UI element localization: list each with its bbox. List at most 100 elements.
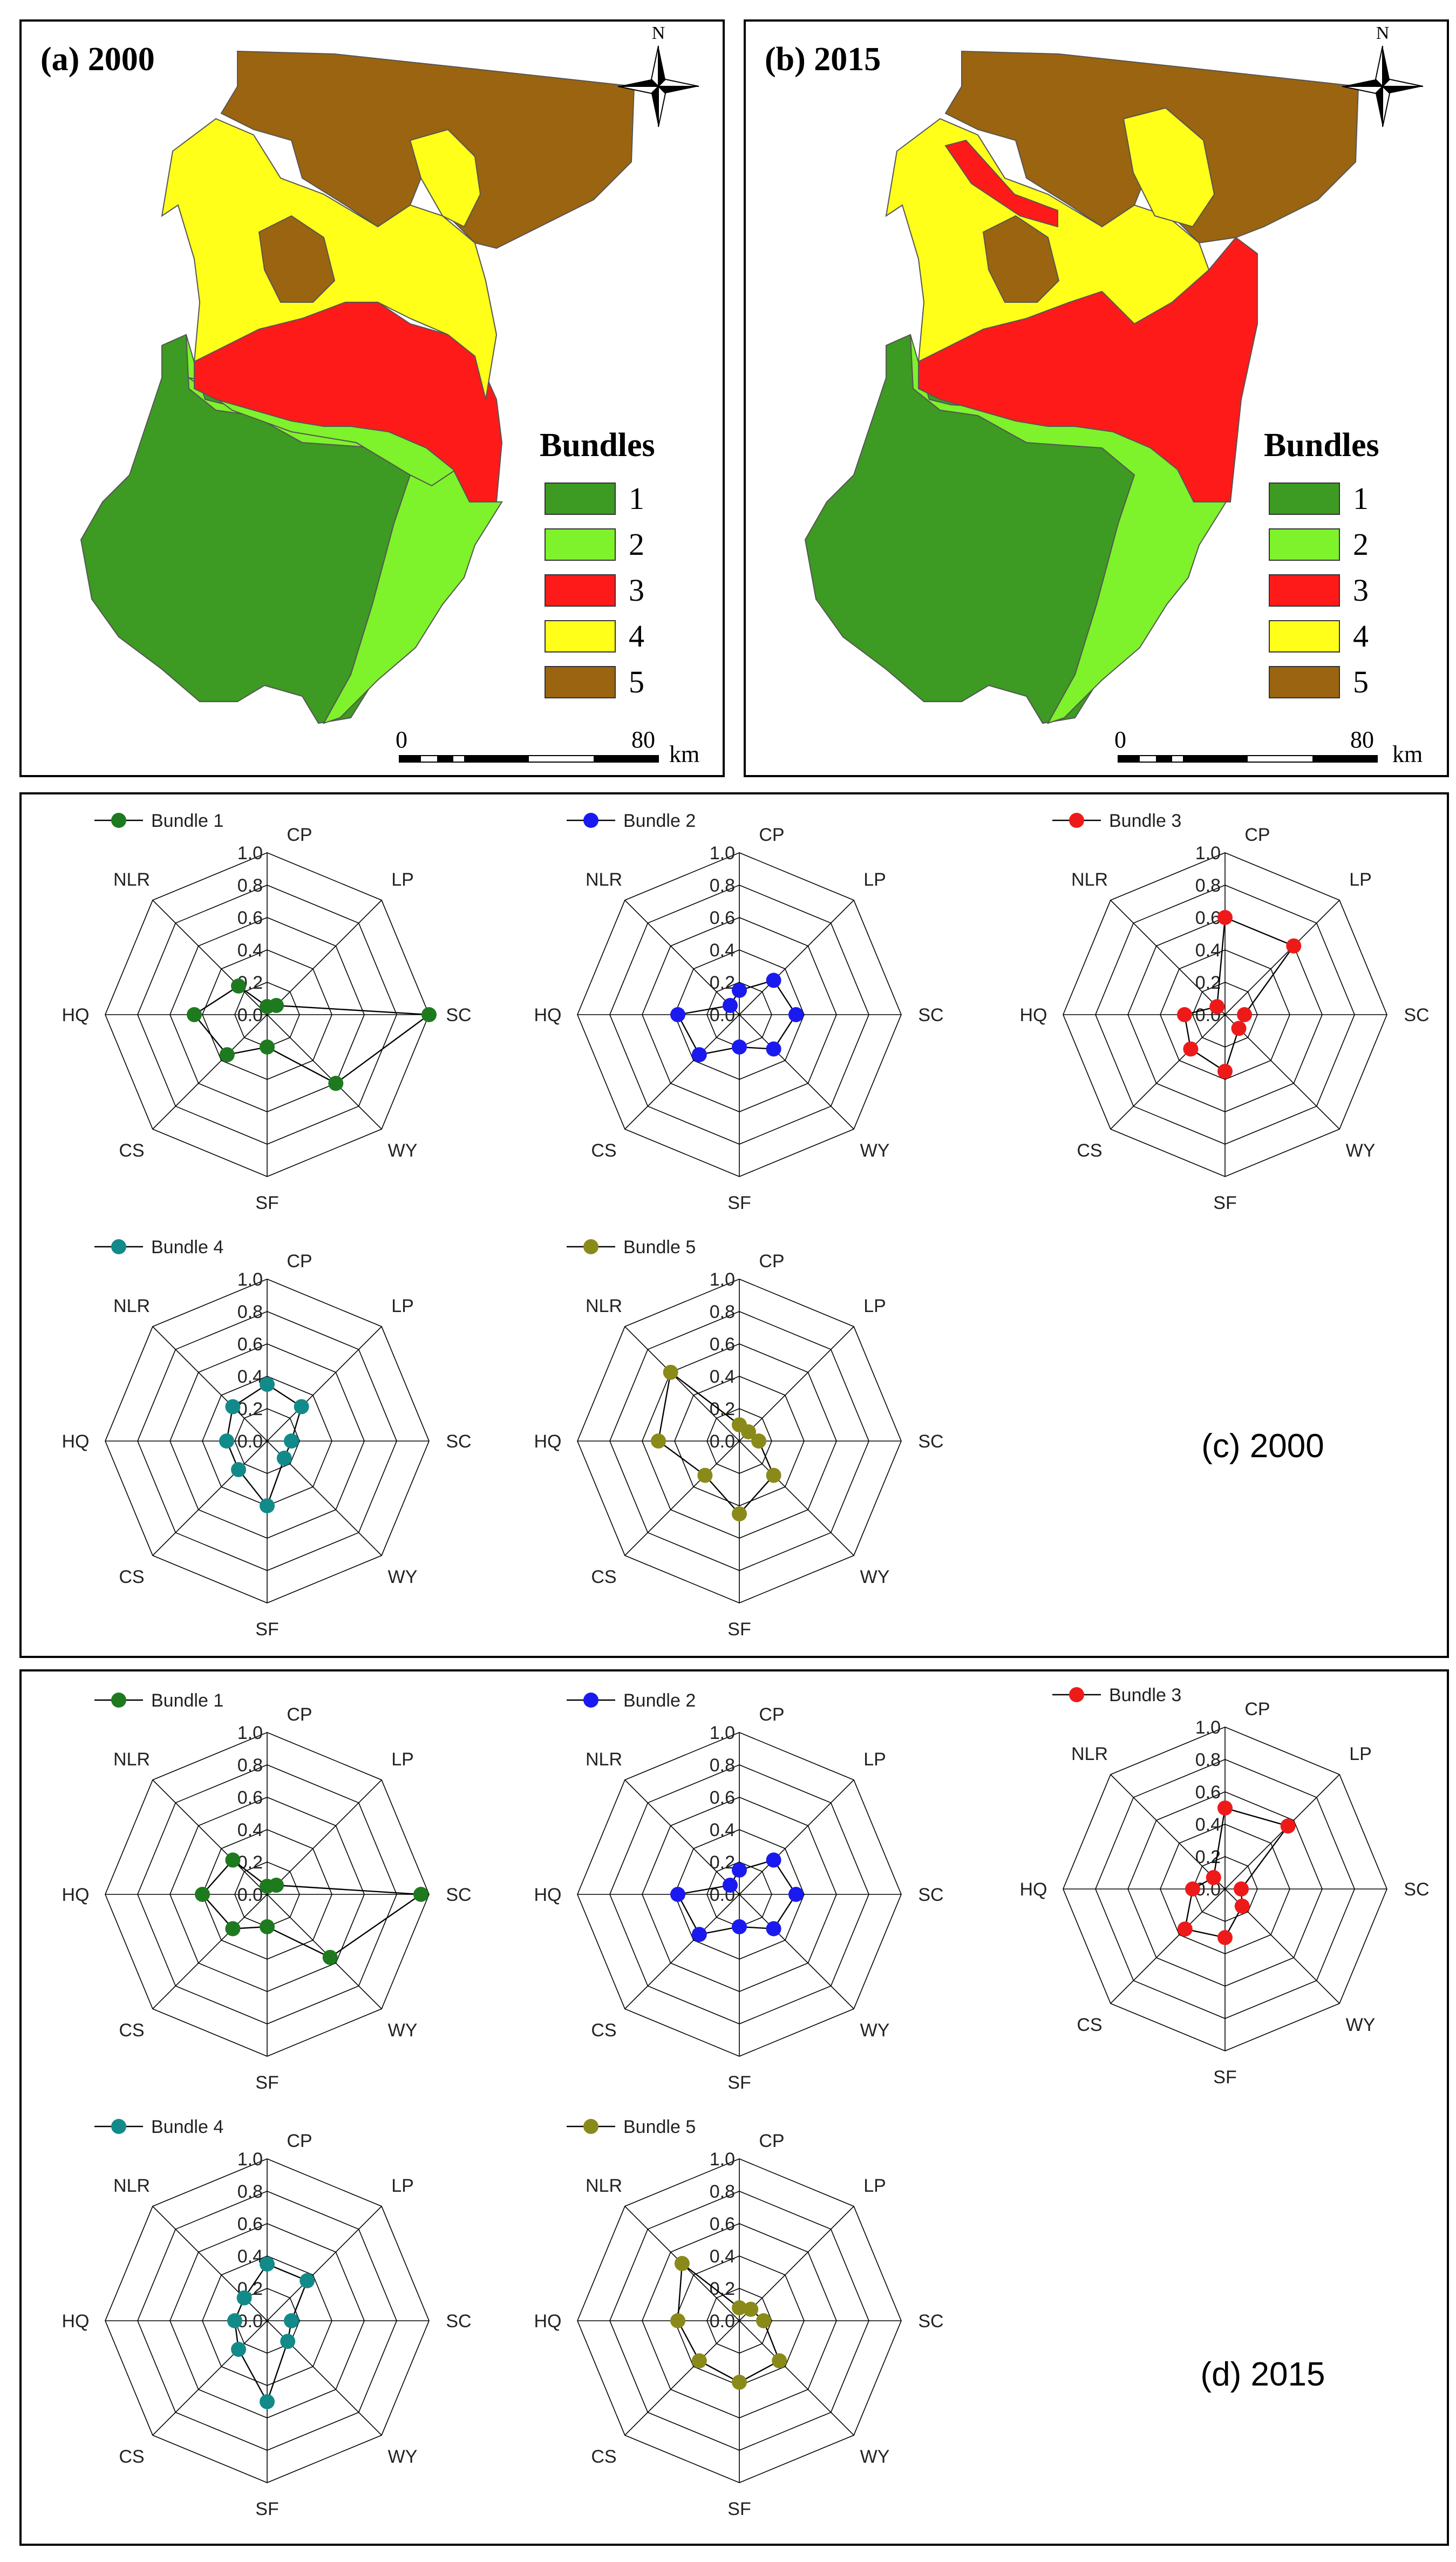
legend-swatch-5 <box>1269 666 1340 698</box>
radar-spoke <box>152 900 268 1015</box>
radar-point-sf <box>732 2375 747 2390</box>
radar-spoke <box>267 1894 382 2009</box>
radar-tick-label: 0.4 <box>237 1367 263 1387</box>
legend-swatch-4 <box>1269 620 1340 653</box>
region-bundle-4-inner <box>1122 107 1215 228</box>
radar-legend-label: Bundle 5 <box>623 2117 696 2137</box>
radar-point-nlr <box>723 1878 738 1893</box>
radar-axis-label-sf: SF <box>727 1193 751 1213</box>
radar-point-lp <box>269 1878 284 1893</box>
radar-axis-label-lp: LP <box>863 869 886 890</box>
radar-axis-label-lp: LP <box>1349 869 1372 890</box>
radar-tick-label: 1.0 <box>237 1269 263 1290</box>
radar-point-sc <box>751 1433 766 1449</box>
region-bundle-5-inner <box>982 215 1060 303</box>
radar-point-cs <box>231 2342 246 2357</box>
radar-point-nlr <box>236 2290 252 2306</box>
radar-point-lp <box>741 1424 756 1439</box>
radar-legend-marker <box>111 813 126 828</box>
legend-label-4: 4 <box>1353 619 1369 654</box>
radar-axis-label-wy: WY <box>388 1567 418 1587</box>
radar-tick-label: 0.8 <box>710 875 735 896</box>
radar-tick-label: 0.6 <box>1195 908 1221 928</box>
radar-chart-bundle-5-2000: CP LP SC WY SF CS HQ NLR 0.0 0.2 0.4 0.6 0.8 1.0 Bundl… <box>534 1237 944 1640</box>
radar-spoke <box>624 1440 740 1556</box>
radar-frame-2000 <box>19 792 1449 1658</box>
radar-tick-label: 0.2 <box>237 1852 263 1873</box>
legend-label-2: 2 <box>629 527 644 562</box>
radar-legend-marker <box>583 1239 598 1254</box>
radar-series-line <box>193 985 431 1084</box>
radar-axis-label-cp: CP <box>287 1251 312 1272</box>
legend-swatch-2 <box>1269 528 1340 561</box>
radar-point-wy <box>1231 1021 1247 1036</box>
radar-point-hq <box>227 2313 242 2328</box>
legend-title: Bundles <box>540 427 655 464</box>
radar-axis-label-sc: SC <box>918 1885 943 1905</box>
radar-spoke <box>624 1894 740 2009</box>
radar-spoke <box>152 2320 268 2436</box>
radar-axis-label-sf: SF <box>1213 2067 1236 2088</box>
radar-point-cs <box>219 1047 235 1063</box>
radar-point-wy <box>766 1921 781 1936</box>
radar-axis-label-cs: CS <box>119 1140 144 1161</box>
radar-axis-label-cp: CP <box>1244 825 1270 845</box>
radar-axis-label-cs: CS <box>591 2447 616 2467</box>
radar-spoke <box>1224 900 1340 1015</box>
radar-point-sf <box>260 1498 275 1513</box>
radar-point-sf <box>732 1039 747 1055</box>
radar-spoke <box>1110 1014 1226 1130</box>
radar-point-wy <box>280 2334 296 2349</box>
radar-axis-label-sf: SF <box>727 2499 751 2519</box>
radar-legend-label: Bundle 2 <box>623 811 696 831</box>
radar-tick-label: 0.8 <box>710 1302 735 1322</box>
radar-point-wy <box>276 1450 292 1466</box>
radar-tick-label: 0.2 <box>710 1852 735 1873</box>
radar-legend-label: Bundle 1 <box>151 811 223 831</box>
radar-point-wy <box>766 1041 781 1057</box>
radar-legend-label: Bundle 3 <box>1109 811 1181 831</box>
radar-axis-label-lp: LP <box>863 2176 886 2196</box>
radar-spoke <box>624 2320 740 2436</box>
radar-point-lp <box>294 1399 309 1415</box>
legend-swatch-3 <box>545 574 616 607</box>
radar-axis-label-lp: LP <box>391 1749 414 1770</box>
radar-tick-label: 0.4 <box>710 2246 735 2267</box>
radar-point-nlr <box>1209 999 1225 1015</box>
radar-chart-bundle-5-2015: CP LP SC WY SF CS HQ NLR 0.0 0.2 0.4 0.6 0.8 1.0 Bundl… <box>534 2117 944 2519</box>
radar-tick-label: 0.2 <box>1195 973 1221 993</box>
radar-axis-label-sc: SC <box>446 1005 471 1025</box>
radar-point-lp <box>743 2301 759 2317</box>
scale-end: 80 <box>631 726 655 753</box>
radar-point-sf <box>1217 1064 1233 1079</box>
radar-axis-label-hq: HQ <box>534 2311 562 2332</box>
radar-point-cp <box>1217 910 1233 925</box>
radar-point-sc <box>421 1007 437 1022</box>
radar-tick-label: 1.0 <box>237 1723 263 1743</box>
radar-tick-label: 0.8 <box>237 875 263 896</box>
radar-legend-label: Bundle 2 <box>623 1690 696 1711</box>
radar-point-wy <box>322 1949 338 1965</box>
radar-axis-label-sf: SF <box>255 1619 278 1640</box>
radar-axis-label-cs: CS <box>591 2020 616 2041</box>
radar-tick-label: 0.6 <box>237 2214 263 2234</box>
radar-chart-bundle-2-2000: CPLPSCWYSFCSHQNLR0.00.20.40.60.81.0Bundl… <box>534 811 944 1213</box>
legend-label-2: 2 <box>1353 527 1369 562</box>
radar-point-sc <box>788 1887 804 1902</box>
radar-point-cs <box>691 1047 707 1063</box>
radar-point-nlr <box>663 1364 678 1380</box>
radar-legend-marker <box>583 2119 598 2134</box>
region-bundle-5-inner <box>258 215 336 303</box>
radar-spoke <box>267 1779 382 1895</box>
radar-axis-label-nlr: NLR <box>1071 869 1108 890</box>
radar-tick-label: 0.8 <box>237 1755 263 1776</box>
radar-axis-label-sf: SF <box>727 2072 751 2093</box>
radar-axis-label-cp: CP <box>287 1704 312 1725</box>
radar-tick-label: 0.8 <box>237 1302 263 1322</box>
radar-tick-label: 1.0 <box>1195 1717 1221 1738</box>
radar-point-cs <box>1183 1041 1199 1057</box>
radar-chart-bundle-1-2000: CPLPSCWYSFCSHQNLR0.00.20.40.60.81.0Bundl… <box>62 811 472 1213</box>
radar-axis-label-wy: WY <box>388 2447 418 2467</box>
radar-spoke <box>152 1779 268 1895</box>
radar-spoke <box>1110 1888 1226 2004</box>
